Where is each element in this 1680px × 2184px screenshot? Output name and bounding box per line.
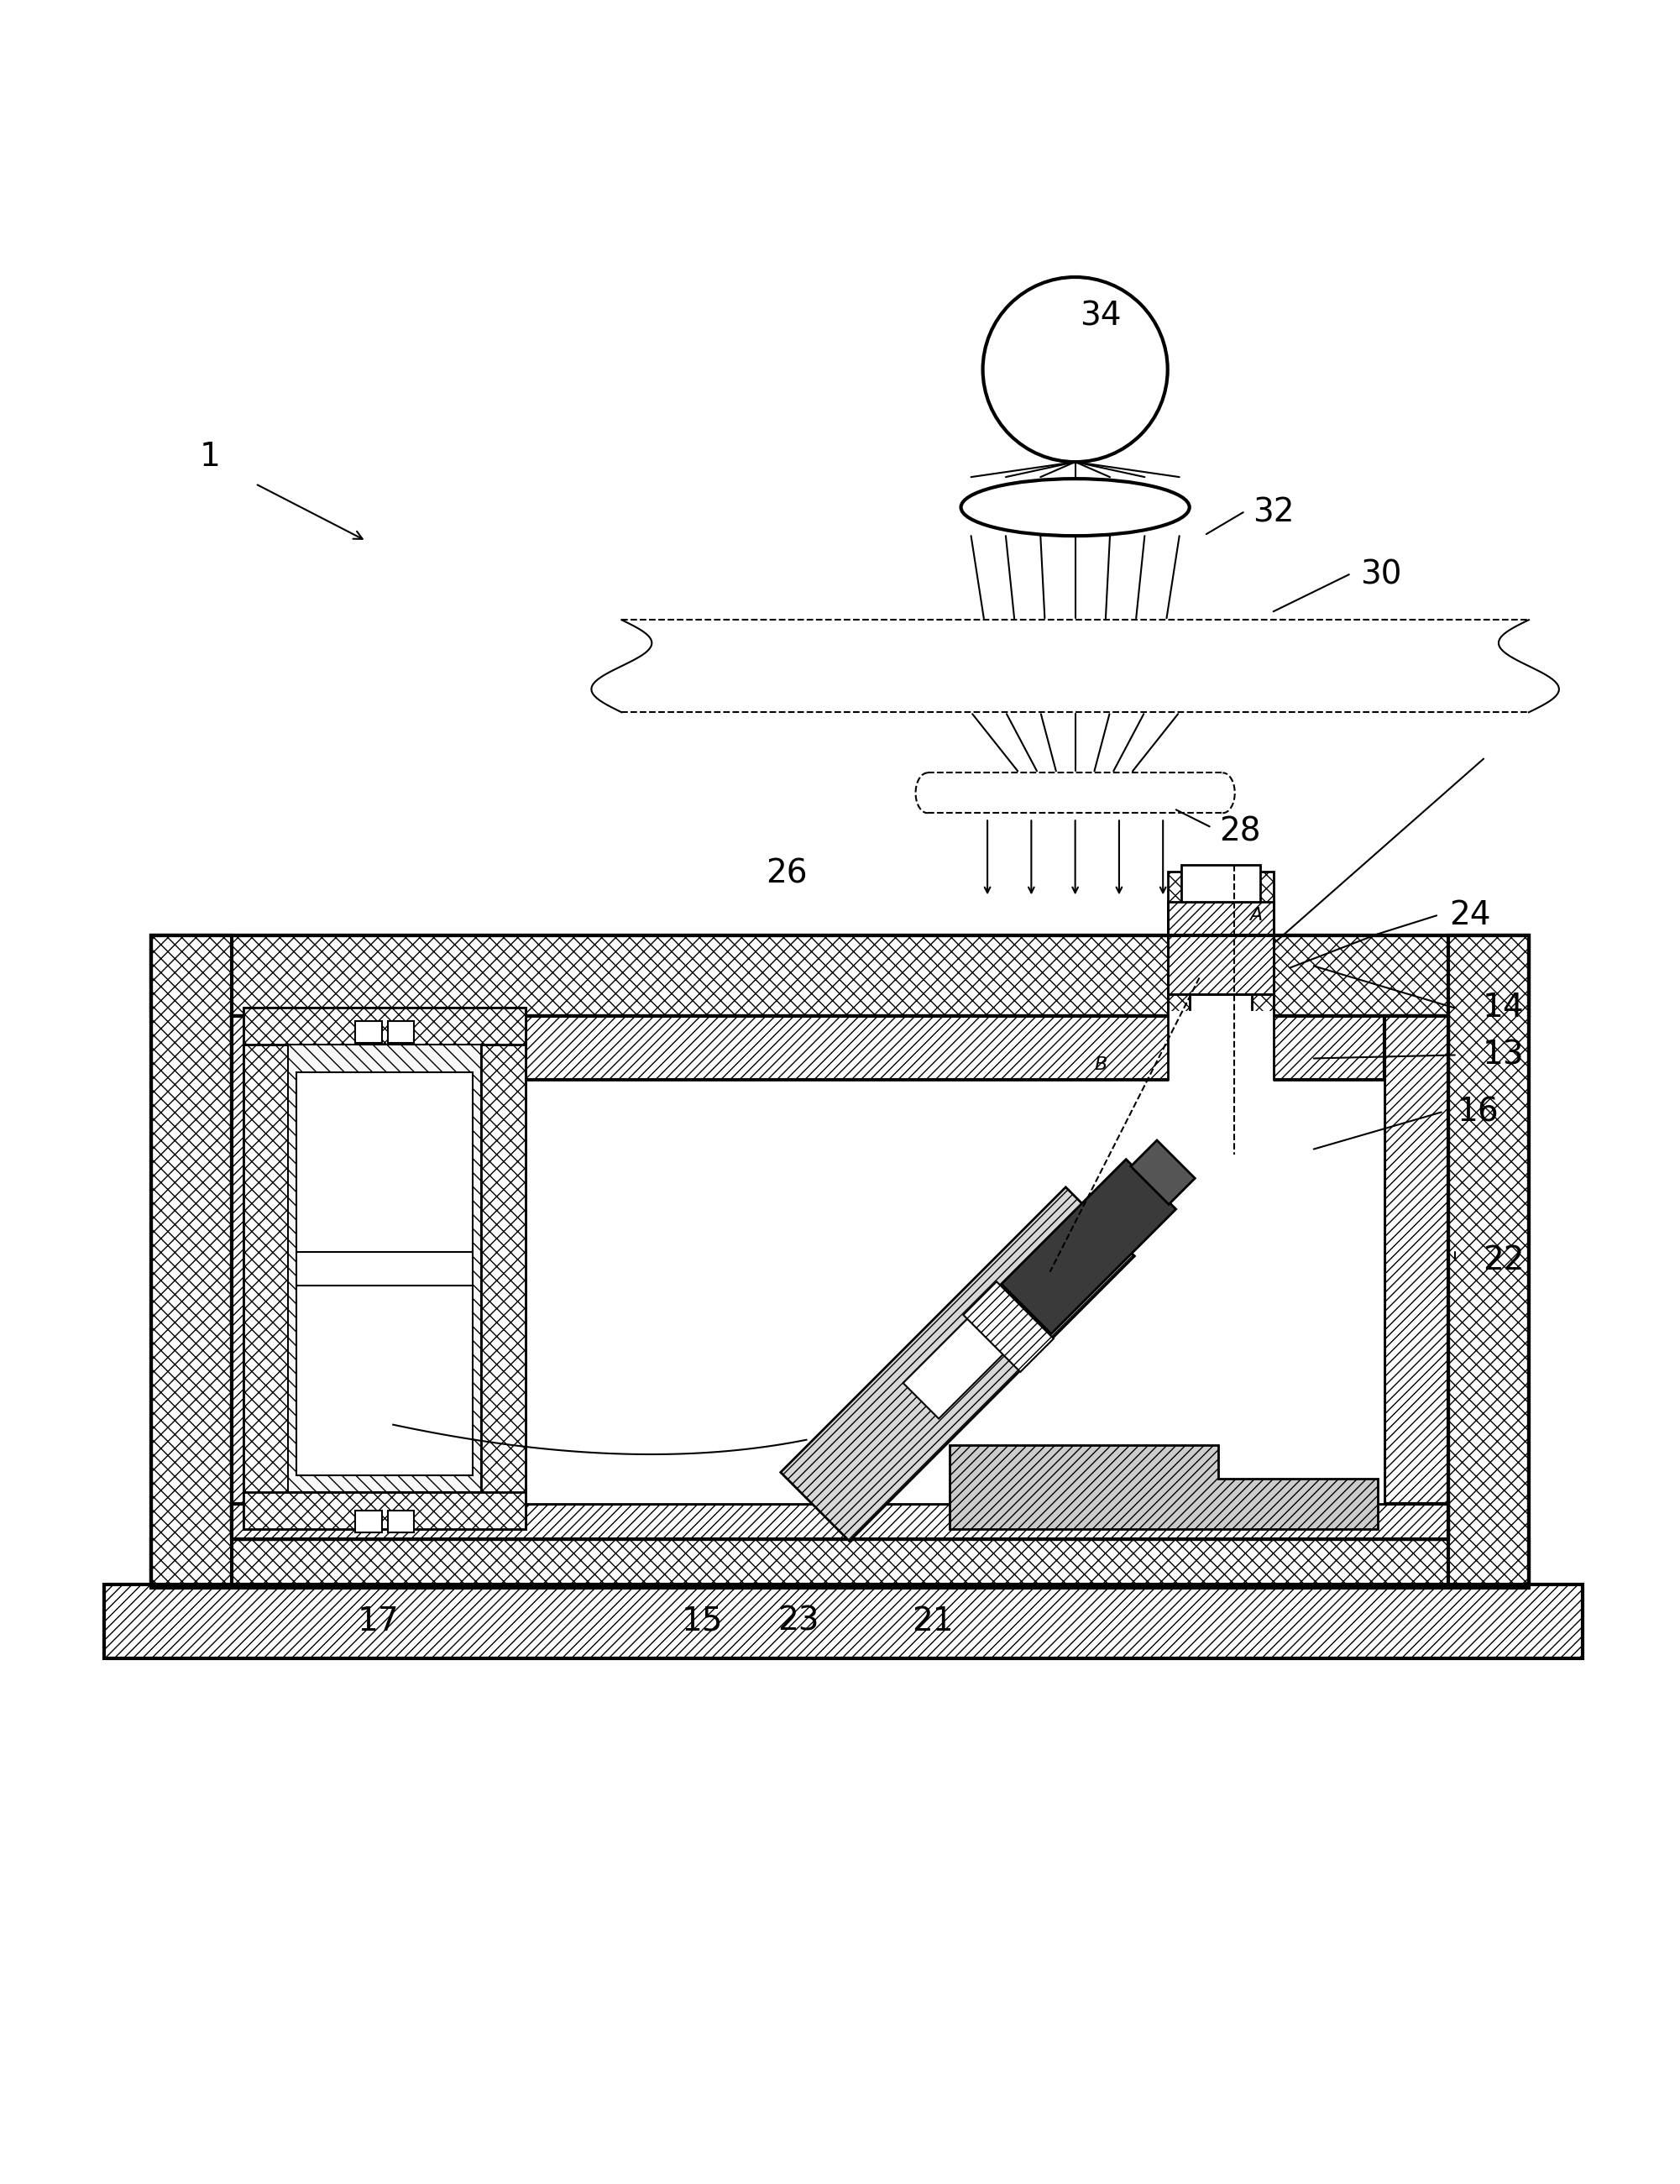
Polygon shape	[963, 1282, 1053, 1372]
Text: 15: 15	[682, 1605, 722, 1638]
Text: 30: 30	[1361, 559, 1401, 590]
Bar	[1168, 902, 1273, 994]
Bar	[482, 1009, 526, 1529]
Bar	[244, 1492, 526, 1529]
Text: 22: 22	[1483, 1245, 1524, 1275]
Polygon shape	[1131, 1140, 1194, 1203]
Bar	[1384, 1016, 1448, 1540]
Text: 26: 26	[766, 858, 806, 889]
Polygon shape	[1001, 1160, 1176, 1334]
Text: 32: 32	[1253, 496, 1294, 529]
Bar	[151, 935, 1529, 1016]
Text: 17: 17	[358, 1605, 398, 1638]
Text: 34: 34	[1080, 299, 1121, 332]
Polygon shape	[781, 1188, 1134, 1542]
Bar	[151, 1540, 1529, 1588]
Bar	[1168, 1011, 1273, 1083]
Text: 24: 24	[1450, 900, 1490, 933]
Polygon shape	[904, 1275, 1045, 1420]
Text: 14: 14	[1483, 992, 1524, 1024]
Bar	[151, 935, 232, 1588]
Text: 16: 16	[1458, 1096, 1499, 1129]
Bar	[1252, 871, 1273, 1016]
Bar	[1168, 871, 1189, 1016]
Bar	[388, 1511, 413, 1533]
Text: 23: 23	[778, 1605, 818, 1638]
Text: 28: 28	[1220, 815, 1260, 847]
Bar	[1181, 865, 1260, 902]
Bar	[1448, 935, 1529, 1588]
Text: A: A	[1250, 906, 1262, 924]
Bar	[104, 1583, 1583, 1658]
Bar	[232, 1505, 1448, 1540]
Bar	[1168, 930, 1273, 1020]
Bar	[354, 1511, 381, 1533]
Bar	[354, 1022, 381, 1044]
Text: 21: 21	[912, 1605, 953, 1638]
Bar	[296, 1072, 474, 1474]
Text: 1: 1	[200, 441, 220, 474]
Text: 13: 13	[1483, 1040, 1524, 1070]
Text: B: B	[1094, 1057, 1107, 1075]
Bar	[296, 1081, 1384, 1505]
Bar	[287, 1044, 482, 1492]
Bar	[232, 1016, 1448, 1081]
Bar	[244, 1009, 526, 1044]
Polygon shape	[949, 1446, 1378, 1529]
Bar	[232, 1016, 296, 1540]
Bar	[388, 1022, 413, 1044]
Bar	[151, 935, 1529, 1588]
Bar	[244, 1009, 287, 1529]
Bar	[244, 1009, 526, 1529]
